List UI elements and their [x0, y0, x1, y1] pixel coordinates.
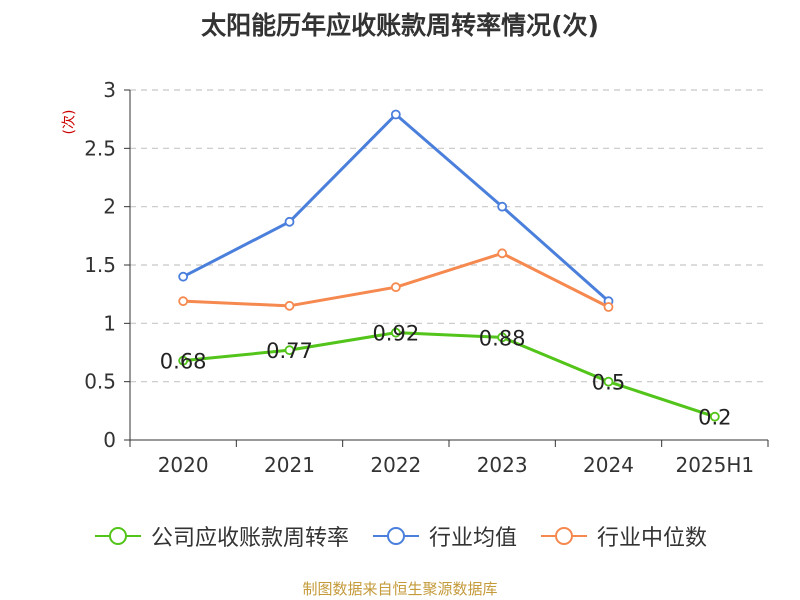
series-industry-median-point	[390, 282, 401, 293]
x-tick-label: 2022	[370, 453, 421, 477]
data-source-note: 制图数据来自恒生聚源数据库	[302, 580, 498, 598]
legend-label-industry-median: 行业中位数	[597, 526, 708, 551]
legend-marker-industry-avg	[372, 527, 419, 545]
series-industry-average-point	[497, 201, 508, 212]
data-label: 0.2	[698, 406, 731, 430]
series-company-turnover-point	[178, 355, 189, 366]
series-industry-average-point	[284, 216, 295, 227]
series-industry-median-point	[497, 248, 508, 259]
y-tick-label: 2	[103, 195, 116, 219]
x-tick-label: 2023	[477, 453, 528, 477]
series-industry-average-point	[390, 109, 401, 120]
y-tick-label: 0.5	[84, 370, 116, 394]
y-tick-label: 2.5	[84, 136, 116, 160]
y-tick-label: 0	[103, 428, 116, 452]
series-company-turnover-point	[603, 376, 614, 387]
legend-item-industry-median[interactable]: 行业中位数	[539, 520, 707, 552]
x-tick-label: 2021	[264, 453, 315, 477]
series-industry-median-point	[178, 296, 189, 307]
series-company-turnover-line	[183, 331, 716, 419]
series-industry-average-point	[178, 271, 189, 282]
legend-item-company[interactable]: 公司应收账款周转率	[93, 520, 349, 552]
legend-label-company: 公司应收账款周转率	[150, 526, 349, 551]
x-tick-label: 2020	[158, 453, 209, 477]
series-company-turnover-point	[497, 332, 508, 343]
legend-item-industry-avg[interactable]: 行业均值	[371, 520, 517, 552]
data-label: 0.88	[479, 326, 526, 350]
legend-label-industry-avg: 行业均值	[428, 526, 517, 551]
x-tick-label: 2024	[583, 453, 634, 477]
x-tick-label: 2025H1	[675, 453, 754, 477]
data-label: 0.92	[372, 322, 419, 346]
series-company-turnover-point	[390, 327, 401, 338]
data-label: 0.5	[592, 371, 625, 395]
legend-marker-company	[94, 527, 141, 545]
chart-legend: 公司应收账款周转率 行业均值 行业中位数	[0, 520, 800, 552]
y-tick-label: 1.5	[84, 253, 116, 277]
series-company-turnover-point	[709, 411, 720, 422]
series-company-turnover-point	[284, 345, 295, 356]
series-industry-median-line	[183, 251, 610, 309]
legend-marker-industry-median	[541, 527, 587, 545]
series-industry-median-point	[284, 300, 295, 311]
y-tick-label: 1	[103, 311, 116, 335]
data-label: 0.68	[160, 350, 207, 374]
series-industry-median-point	[603, 302, 614, 312]
data-label: 0.77	[266, 339, 313, 363]
y-tick-label: 3	[103, 78, 116, 102]
chart-title: 太阳能历年应收账款周转率情况(次)	[201, 11, 599, 40]
